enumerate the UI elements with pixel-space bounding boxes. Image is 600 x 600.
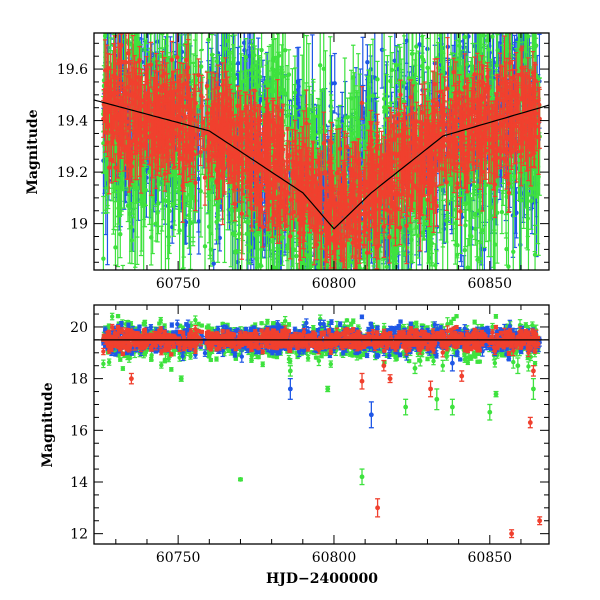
blue-point (461, 255, 467, 270)
green-point (265, 318, 270, 325)
green-point (313, 355, 319, 360)
green-point (169, 367, 174, 372)
green-point (375, 60, 380, 98)
blue-point (208, 33, 213, 34)
green-point (110, 0, 114, 17)
green-point (115, 313, 121, 319)
green-point (109, 312, 115, 321)
green-point (170, 0, 174, 26)
x-tick-label: 60800 (312, 276, 357, 292)
green-point (208, 357, 214, 363)
green-point (432, 33, 437, 63)
green-point (314, 288, 318, 319)
green-point (202, 192, 208, 270)
blue-point (376, 281, 380, 307)
green-point (256, 354, 261, 360)
y-tick-label: 19.2 (57, 165, 88, 181)
green-point (137, 0, 141, 21)
green-point (126, 0, 130, 26)
green-point (440, 359, 445, 372)
green-point (477, 359, 482, 364)
green-point (398, 0, 402, 28)
green-point (259, 321, 264, 326)
green-point (349, 321, 354, 327)
green-point (126, 0, 130, 17)
green-point (398, 274, 402, 327)
green-point (493, 314, 499, 319)
blue-point (507, 33, 512, 36)
green-point (113, 229, 118, 266)
x-tick-label: 60850 (468, 276, 513, 292)
green-point (360, 0, 364, 18)
green-point (157, 0, 161, 30)
green-point (159, 225, 164, 270)
green-point (118, 357, 123, 362)
green-point (465, 359, 471, 366)
green-point (305, 354, 311, 362)
top-panel: 60750 60800 60850 19 19.2 19.4 19.6 Magnitude (25, 0, 550, 327)
green-point (506, 209, 511, 270)
green-point (120, 366, 126, 371)
blue-point (249, 0, 253, 17)
blue-point (518, 200, 523, 270)
green-point (414, 320, 419, 326)
green-point (157, 321, 162, 326)
green-point (128, 33, 134, 39)
top-panel-marks (94, 0, 549, 327)
top-y-axis-label: Magnitude (25, 109, 41, 194)
y-tick-label: 19.4 (57, 114, 88, 130)
y-tick-label: 19.6 (57, 62, 88, 78)
blue-point (120, 0, 124, 29)
green-point (184, 0, 188, 15)
green-point (119, 0, 123, 6)
green-point (199, 33, 204, 51)
green-point (120, 264, 126, 270)
green-point (101, 359, 106, 369)
green-point (407, 272, 411, 305)
green-point (101, 195, 106, 270)
green-point (158, 33, 163, 34)
x-tick-label: 60750 (156, 276, 201, 292)
green-point (328, 360, 333, 368)
green-point (526, 361, 531, 372)
green-point (142, 0, 146, 29)
bottom-panel-marks (94, 312, 549, 539)
blue-point (332, 52, 337, 114)
green-point (286, 322, 292, 327)
green-point (382, 295, 386, 327)
green-point (511, 355, 516, 369)
y-tick-label: 19 (70, 217, 88, 233)
